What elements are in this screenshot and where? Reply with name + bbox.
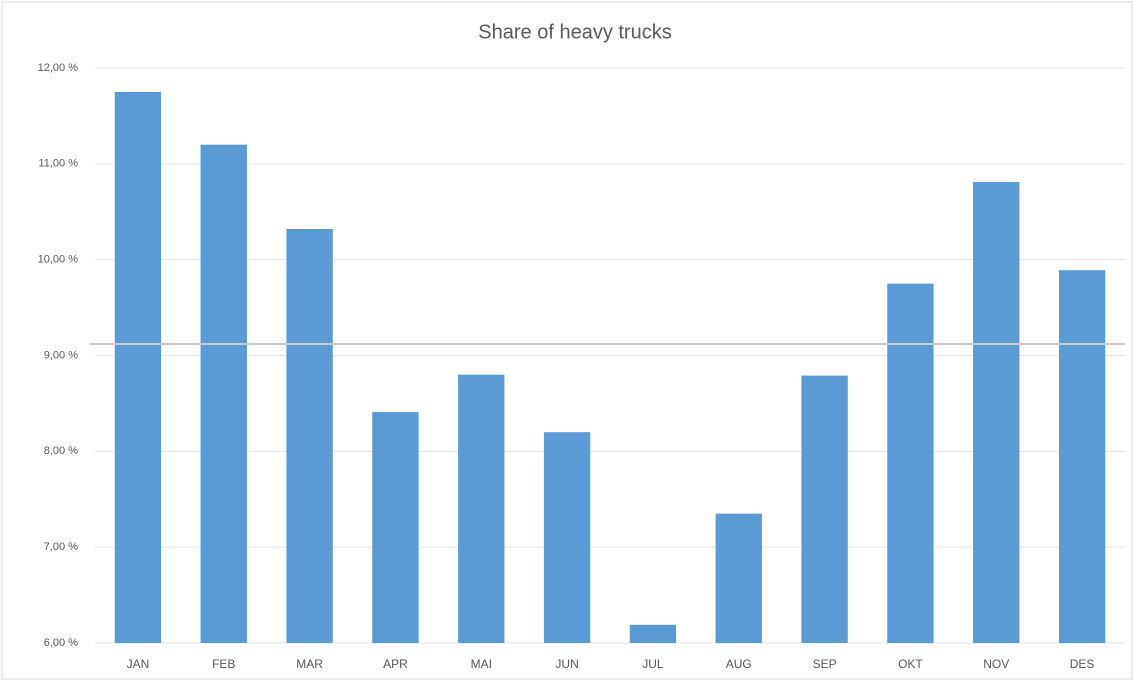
x-tick-label: SEP	[813, 657, 837, 671]
bar	[458, 374, 505, 643]
bar	[629, 624, 677, 643]
x-tick-label: JUN	[555, 657, 578, 671]
x-tick-label: OKT	[898, 657, 923, 671]
x-tick-label: JAN	[127, 657, 150, 671]
y-tick-label: 6,00 %	[44, 637, 78, 649]
x-tick-label: NOV	[983, 657, 1009, 671]
bar	[887, 283, 934, 643]
bar	[286, 229, 333, 643]
bar	[200, 144, 247, 643]
y-tick-label: 7,00 %	[44, 541, 78, 553]
y-tick-label: 8,00 %	[44, 445, 78, 457]
x-tick-label: MAI	[471, 657, 492, 671]
y-tick-label: 9,00 %	[44, 349, 78, 361]
bar	[114, 91, 162, 644]
bar	[715, 513, 762, 643]
y-tick-label: 10,00 %	[38, 254, 79, 266]
chart-title: Share of heavy trucks	[478, 21, 671, 43]
bar	[372, 412, 419, 643]
bar	[973, 182, 1020, 643]
bar	[543, 432, 591, 643]
x-tick-label: DES	[1070, 657, 1095, 671]
x-tick-label: MAR	[296, 657, 323, 671]
bar	[1058, 270, 1106, 643]
x-tick-label: JUL	[642, 657, 664, 671]
y-tick-label: 12,00 %	[38, 62, 79, 74]
x-tick-label: FEB	[212, 657, 235, 671]
y-tick-label: 11,00 %	[38, 158, 78, 170]
x-tick-label: APR	[383, 657, 408, 671]
bar	[801, 375, 848, 643]
x-tick-label: AUG	[726, 657, 752, 671]
